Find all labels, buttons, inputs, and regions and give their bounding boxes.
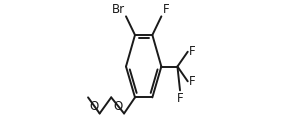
Text: F: F: [162, 3, 169, 16]
Text: F: F: [189, 75, 195, 88]
Text: F: F: [189, 45, 195, 58]
Text: F: F: [177, 92, 183, 105]
Text: O: O: [113, 100, 123, 113]
Text: O: O: [89, 100, 98, 113]
Text: Br: Br: [112, 3, 125, 16]
